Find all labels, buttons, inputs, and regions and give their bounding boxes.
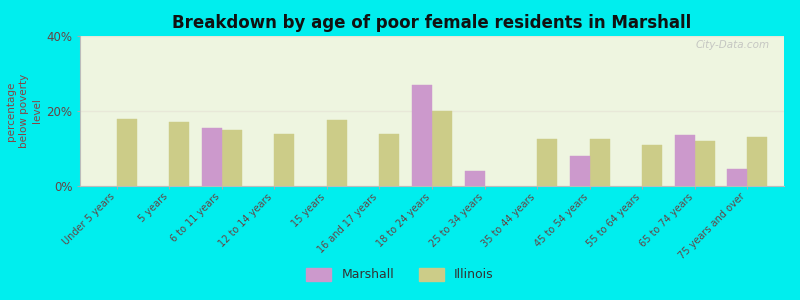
Bar (202, 128, 222, 186)
Bar (747, 137, 767, 186)
Bar (465, 171, 485, 186)
Bar (327, 120, 347, 186)
Y-axis label: percentage
below poverty
level: percentage below poverty level (6, 74, 42, 148)
Title: Breakdown by age of poor female residents in Marshall: Breakdown by age of poor female resident… (172, 14, 692, 32)
Bar (537, 139, 557, 186)
Bar (694, 141, 714, 186)
Bar (412, 85, 432, 186)
Bar (274, 134, 294, 186)
Bar (642, 145, 662, 186)
Bar (170, 122, 190, 186)
Bar (432, 111, 452, 186)
Text: City-Data.com: City-Data.com (696, 40, 770, 50)
Bar (222, 130, 242, 186)
Bar (590, 139, 610, 186)
Bar (117, 118, 137, 186)
Bar (379, 134, 399, 186)
Bar (674, 135, 694, 186)
Bar (570, 156, 590, 186)
Legend: Marshall, Illinois: Marshall, Illinois (300, 262, 500, 288)
Bar (727, 169, 747, 186)
